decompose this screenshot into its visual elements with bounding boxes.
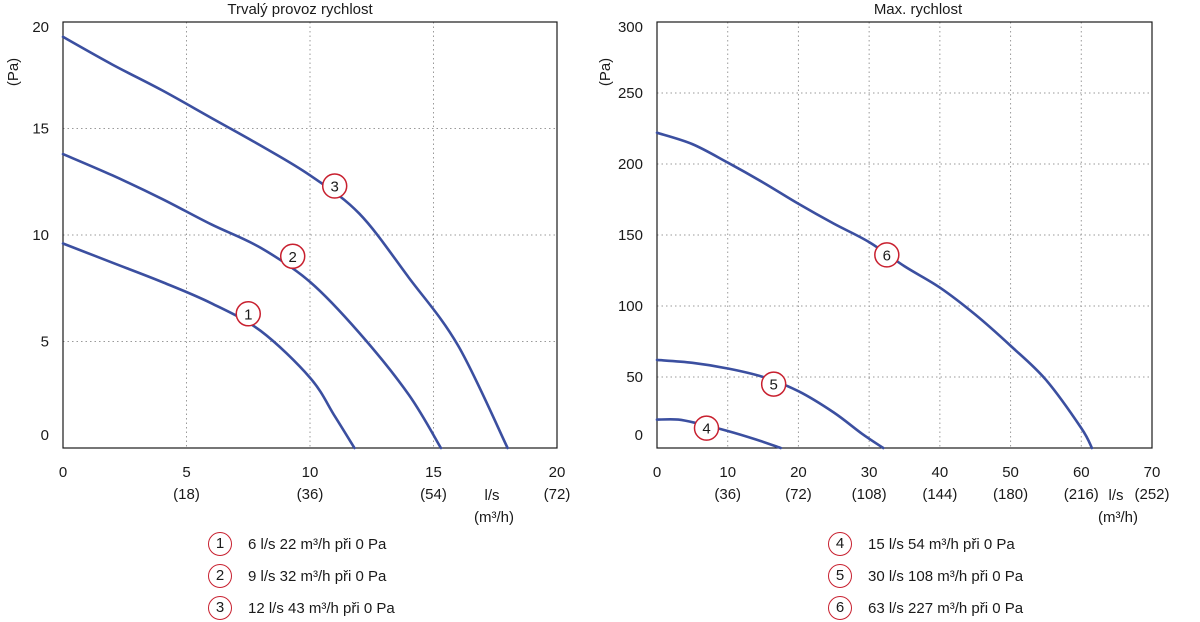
series-3-line <box>61 35 509 450</box>
legend-badge: 5 <box>828 564 852 588</box>
x-tick-label: 40 <box>932 464 949 481</box>
x-axis-label: l/s <box>485 487 500 504</box>
series-2-line <box>61 152 443 450</box>
chart-2: 0 10(36)20(72)30(108)40(144)50(180)60(216… <box>597 1 1170 526</box>
x-tick-label: 15 <box>425 464 442 481</box>
y-tick-label: 250 <box>618 85 643 102</box>
x-tick-label-secondary: (18) <box>173 486 200 503</box>
series-2-marker-label: 2 <box>289 249 297 266</box>
x-tick-label-secondary: (216) <box>1064 486 1099 503</box>
series-5-marker-label: 5 <box>770 377 778 394</box>
y-axis-label: (Pa) <box>597 58 614 86</box>
x-tick-label: 20 <box>790 464 807 481</box>
y-tick-label: 0 <box>41 427 49 444</box>
series-4-line <box>655 417 783 450</box>
chart-title: Trvalý provoz rychlost <box>227 1 373 18</box>
y-tick-label: 0 <box>635 427 643 444</box>
series-2-marker <box>279 243 306 270</box>
x-tick-label: 10 <box>719 464 736 481</box>
y-tick-label: 100 <box>618 298 643 315</box>
y-tick-label: 50 <box>626 369 643 386</box>
plot-frame <box>62 21 558 449</box>
x-tick-label: 60 <box>1073 464 1090 481</box>
x-tick-label-secondary: (108) <box>852 486 887 503</box>
legend-label: 6 l/s 22 m³/h při 0 Pa <box>248 536 387 553</box>
x-axis-label-secondary: (m³/h) <box>474 509 514 526</box>
x-tick-label: 50 <box>1002 464 1019 481</box>
plot-frame <box>656 21 1153 449</box>
legend-label: 63 l/s 227 m³/h při 0 Pa <box>868 600 1024 617</box>
chart-title: Max. rychlost <box>874 1 963 18</box>
series-3-marker <box>321 173 348 199</box>
legend-badge: 4 <box>828 532 852 556</box>
x-tick-label: 0 <box>59 464 67 481</box>
legend-badge: 3 <box>208 596 232 620</box>
series-1-line <box>61 242 356 450</box>
series-1-marker <box>235 301 261 327</box>
x-tick-label-secondary: (72) <box>785 486 812 503</box>
series-3-marker-label: 3 <box>331 179 339 196</box>
series-1-marker-label: 1 <box>244 306 252 323</box>
x-tick-label-secondary: (144) <box>922 486 957 503</box>
x-tick-label: 30 <box>861 464 878 481</box>
y-tick-label: 15 <box>32 121 49 138</box>
series-6-marker-label: 6 <box>883 247 891 264</box>
x-tick-label-secondary: (72) <box>544 486 571 503</box>
y-tick-label: 20 <box>32 19 49 36</box>
x-tick-label-secondary: (36) <box>297 486 324 503</box>
y-tick-label: 10 <box>32 227 49 244</box>
x-tick-label-secondary: (180) <box>993 486 1028 503</box>
legend-label: 9 l/s 32 m³/h při 0 Pa <box>248 568 387 585</box>
x-tick-label-secondary: (54) <box>420 486 447 503</box>
x-axis-label: l/s <box>1109 487 1124 504</box>
series-6-marker <box>874 242 900 268</box>
x-tick-label: 70 <box>1144 464 1161 481</box>
series-6-line <box>655 131 1094 450</box>
x-axis-label-secondary: (m³/h) <box>1098 509 1138 526</box>
legend-label: 15 l/s 54 m³/h při 0 Pa <box>868 536 1015 553</box>
x-tick-label-secondary: (36) <box>714 486 741 503</box>
x-tick-label: 5 <box>182 464 190 481</box>
x-tick-label: 0 <box>653 464 661 481</box>
legend-badge: 6 <box>828 596 852 620</box>
chart-1: 0 5 (18) 10 (36) 15 (54) 20 (72) 0 5 10 15 20 Trvalý p… <box>5 1 570 526</box>
y-tick-label: 150 <box>618 227 643 244</box>
y-axis-label: (Pa) <box>5 58 22 86</box>
x-tick-label-secondary: (252) <box>1134 486 1169 503</box>
legend-badge: 2 <box>208 564 232 588</box>
y-tick-label: 300 <box>618 19 643 36</box>
x-tick-label: 20 <box>549 464 566 481</box>
x-tick-label: 10 <box>302 464 319 481</box>
y-tick-label: 200 <box>618 156 643 173</box>
series-5-marker <box>760 371 787 397</box>
series-4-marker-label: 4 <box>702 421 710 438</box>
legend-label: 12 l/s 43 m³/h při 0 Pa <box>248 600 395 617</box>
legend-label: 30 l/s 108 m³/h při 0 Pa <box>868 568 1024 585</box>
series-4-marker <box>693 415 720 441</box>
legend-badge: 1 <box>208 532 232 556</box>
y-tick-label: 5 <box>41 334 49 351</box>
